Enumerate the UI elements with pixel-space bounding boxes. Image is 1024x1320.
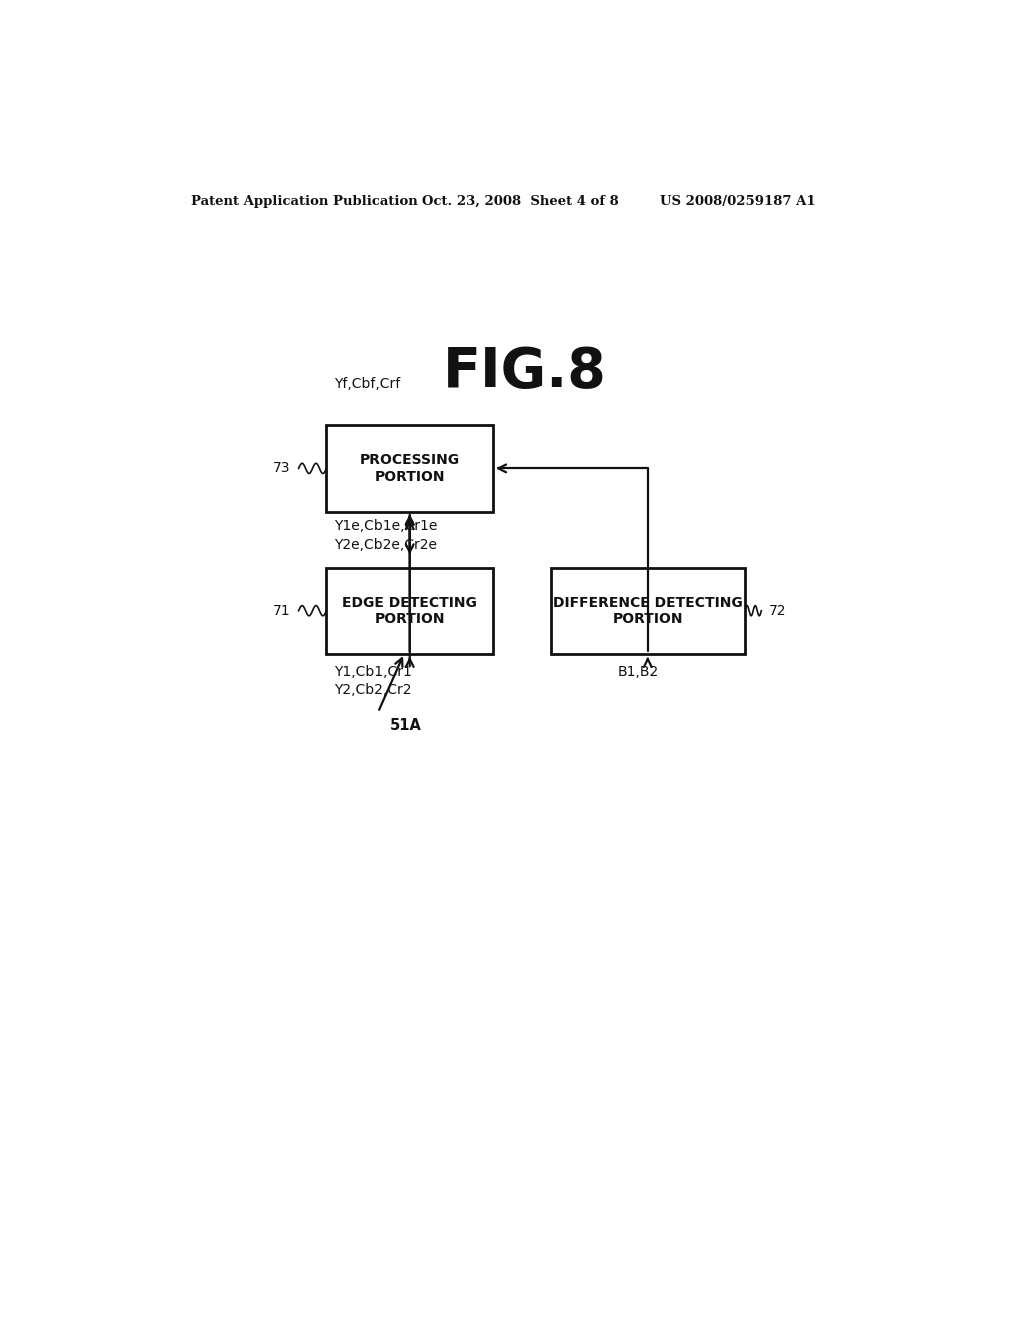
- Text: Oct. 23, 2008  Sheet 4 of 8: Oct. 23, 2008 Sheet 4 of 8: [422, 194, 618, 207]
- Text: Y1e,Cb1e,Cr1e
Y2e,Cb2e,Cr2e: Y1e,Cb1e,Cr1e Y2e,Cb2e,Cr2e: [334, 519, 437, 552]
- Text: FIG.8: FIG.8: [442, 345, 607, 399]
- Text: US 2008/0259187 A1: US 2008/0259187 A1: [659, 194, 815, 207]
- Bar: [551, 568, 745, 653]
- Text: B1,B2: B1,B2: [617, 664, 658, 678]
- Text: DIFFERENCE DETECTING
PORTION: DIFFERENCE DETECTING PORTION: [553, 595, 742, 626]
- Text: PROCESSING
PORTION: PROCESSING PORTION: [359, 453, 460, 483]
- Text: Y1,Cb1,Cr1
Y2,Cb2,Cr2: Y1,Cb1,Cr1 Y2,Cb2,Cr2: [334, 664, 413, 697]
- Text: 72: 72: [769, 603, 786, 618]
- Bar: [327, 425, 493, 512]
- Bar: [327, 568, 493, 653]
- Text: Yf,Cbf,Crf: Yf,Cbf,Crf: [334, 378, 400, 391]
- Text: 51A: 51A: [390, 718, 422, 733]
- Text: 73: 73: [273, 462, 291, 475]
- Text: EDGE DETECTING
PORTION: EDGE DETECTING PORTION: [342, 595, 477, 626]
- Text: Patent Application Publication: Patent Application Publication: [191, 194, 418, 207]
- Text: 71: 71: [273, 603, 291, 618]
